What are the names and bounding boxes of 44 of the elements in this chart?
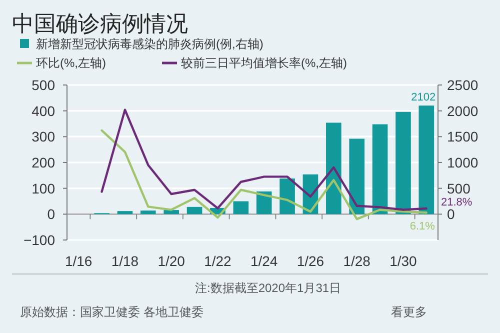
bar <box>233 201 249 214</box>
y-tick-label: 300 <box>32 128 56 145</box>
data-label: 6.1% <box>410 220 436 233</box>
y-tick-label: 100 <box>32 180 56 196</box>
y-tick-label: −100 <box>23 232 56 248</box>
line-series <box>100 108 428 211</box>
y-tick-label: 0 <box>47 206 56 222</box>
legend-label: 新增新型冠状病毒感染的肺炎病例(例,右轴) <box>36 37 264 51</box>
bar <box>117 211 133 214</box>
y-tick-label: 500 <box>32 77 56 93</box>
x-tick-label: 1/24 <box>250 253 278 269</box>
legend-label: 较前三日平均值增长率(%,左轴) <box>181 56 347 70</box>
legend-label: 环比(%,左轴) <box>36 56 106 70</box>
x-tick-label: 1/22 <box>204 253 232 269</box>
x-tick-label: 1/26 <box>296 253 324 269</box>
bar <box>418 106 434 214</box>
bar <box>164 210 179 214</box>
bar <box>372 124 388 214</box>
bar <box>349 138 364 214</box>
y-tick-label: 200 <box>32 154 56 170</box>
bar <box>396 112 411 214</box>
y2-tick-label: 1000 <box>447 154 478 170</box>
y2-tick-label: 0 <box>447 206 455 222</box>
y-tick-label: 400 <box>32 102 56 119</box>
bar <box>326 122 342 214</box>
text: 看更多 <box>391 305 427 319</box>
text: 原始数据：国家卫健委 各地卫健委 <box>20 305 204 319</box>
bar <box>186 206 202 214</box>
chart-title: 中国确诊病例情况 <box>12 11 188 36</box>
y2-tick-label: 2500 <box>447 77 478 93</box>
x-tick-label: 1/30 <box>390 253 418 269</box>
y2-tick-label: 500 <box>447 180 471 196</box>
data-label: 21.8% <box>441 196 472 209</box>
text: 注:数据截至2020年1月31日 <box>195 281 342 295</box>
x-tick-label: 1/16 <box>64 253 92 269</box>
bar <box>140 210 156 214</box>
y2-tick-label: 1500 <box>447 128 478 145</box>
line-series <box>100 129 428 220</box>
bar <box>280 178 295 214</box>
y2-tick-label: 2000 <box>447 102 478 119</box>
x-tick-label: 1/28 <box>343 253 371 269</box>
x-tick-label: 1/18 <box>111 253 139 269</box>
x-tick-label: 1/20 <box>158 253 186 269</box>
data-label: 2102 <box>411 92 436 104</box>
